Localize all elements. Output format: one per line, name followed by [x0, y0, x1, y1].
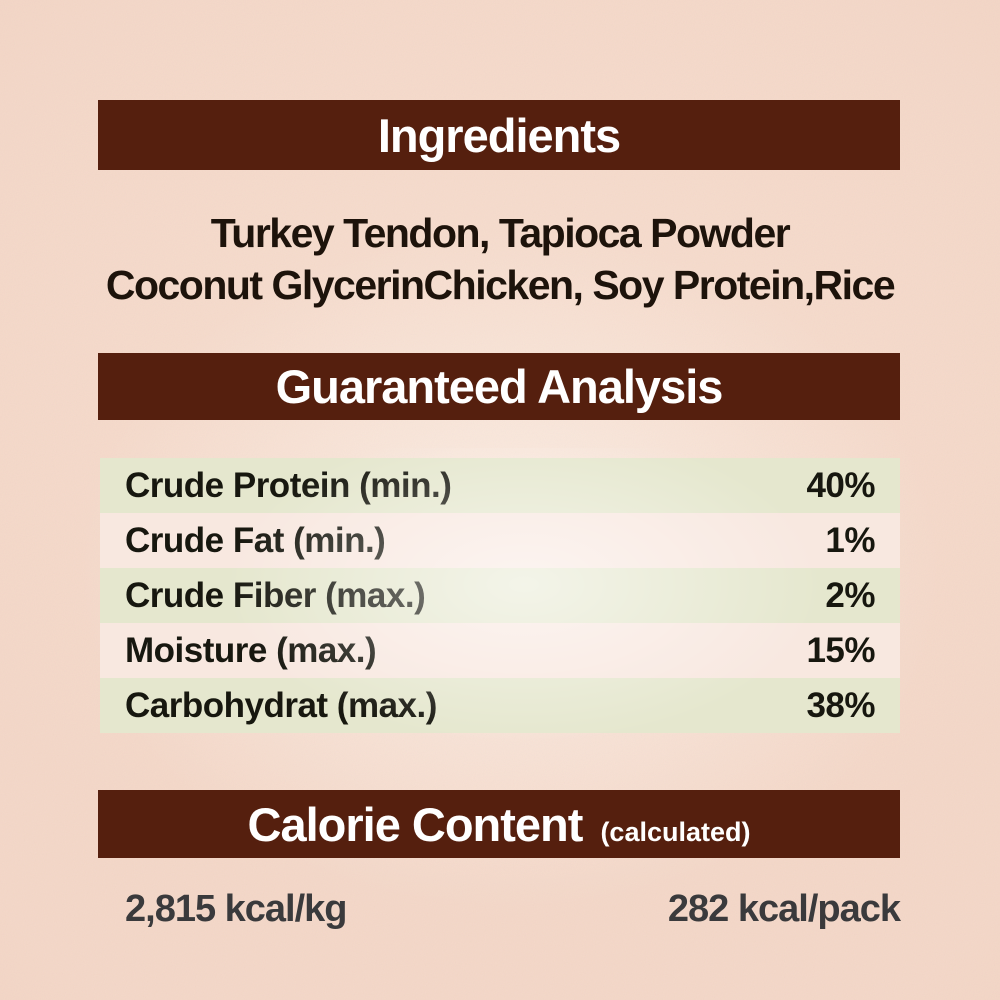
- calorie-per-kg: 2,815 kcal/kg: [125, 888, 348, 930]
- table-row: Moisture (max.) 15%: [100, 623, 900, 678]
- row-value: 2%: [825, 575, 875, 615]
- guaranteed-analysis-table: Crude Protein (min.) 40% Crude Fat (min.…: [100, 448, 900, 773]
- guaranteed-analysis-header-bar: Guaranteed Analysis: [98, 353, 900, 420]
- calorie-content-header-line: Calorie Content (calculated): [248, 797, 751, 852]
- row-label: Crude Fiber (max.): [125, 575, 426, 615]
- row-label: Crude Protein (min.): [125, 465, 452, 505]
- table-row: Crude Protein (min.) 40%: [100, 458, 900, 513]
- guaranteed-analysis-header: Guaranteed Analysis: [275, 360, 724, 413]
- row-label: Moisture (max.): [125, 630, 377, 670]
- calorie-content-header: Calorie Content: [247, 797, 584, 851]
- row-label: Crude Fat (min.): [125, 520, 386, 560]
- ingredients-list: Turkey Tendon, Tapioca Powder Coconut Gl…: [0, 207, 1000, 311]
- calorie-per-pack: 282 kcal/pack: [667, 888, 901, 930]
- row-value: 1%: [825, 520, 875, 560]
- table-row: Crude Fiber (max.) 2%: [100, 568, 900, 623]
- ingredients-line-1: Turkey Tendon, Tapioca Powder: [210, 210, 791, 256]
- row-value: 15%: [806, 630, 875, 670]
- table-row: Crude Fat (min.) 1%: [100, 513, 900, 568]
- calorie-content-note: (calculated): [600, 816, 751, 847]
- table-row: Carbohydrat (max.) 38%: [100, 678, 900, 733]
- calorie-content-header-bar: Calorie Content (calculated): [98, 790, 900, 858]
- ingredients-header: Ingredients: [377, 108, 621, 162]
- row-label: Carbohydrat (max.): [125, 685, 437, 725]
- ingredients-line-2: Coconut GlycerinChicken, Soy Protein,Ric…: [105, 262, 896, 308]
- row-value: 40%: [806, 465, 875, 505]
- row-value: 38%: [806, 685, 875, 725]
- ingredients-header-bar: Ingredients: [98, 100, 900, 170]
- calorie-values: 2,815 kcal/kg 282 kcal/pack: [125, 888, 901, 931]
